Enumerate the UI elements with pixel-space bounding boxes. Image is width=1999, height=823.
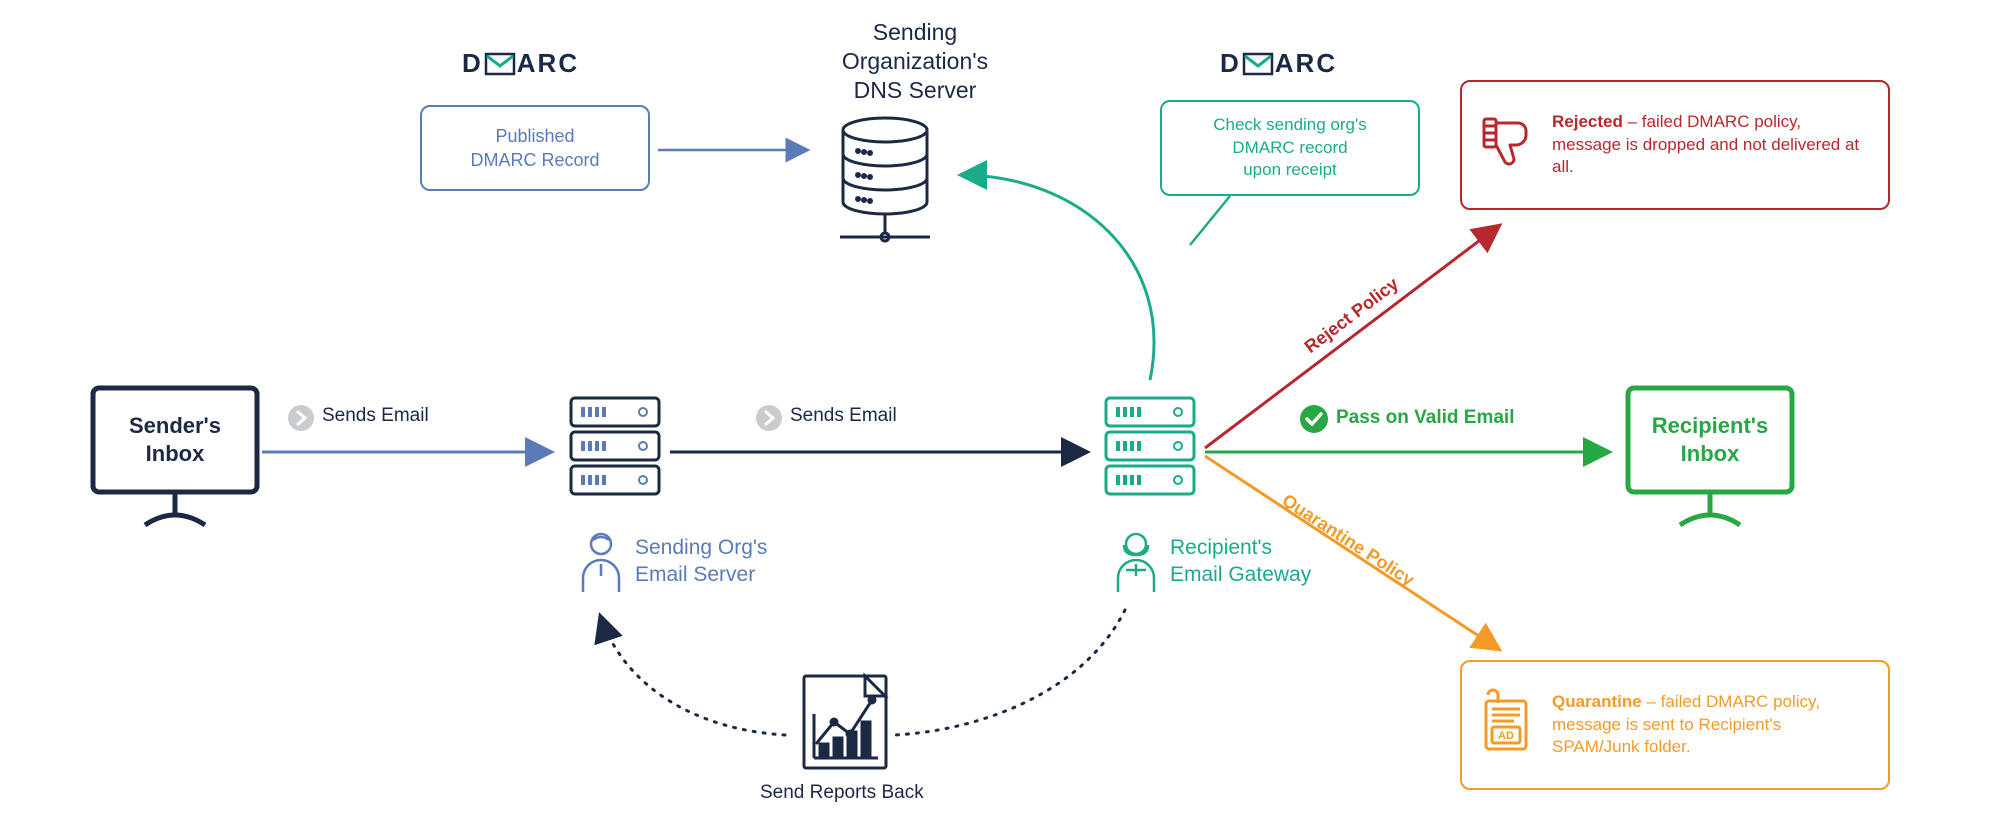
- dns-title: Sending Organization's DNS Server: [785, 18, 1045, 104]
- rejected-box: Rejected – failed DMARC policy, message …: [1460, 80, 1890, 210]
- svg-text:Inbox: Inbox: [1681, 441, 1740, 466]
- published-l2: DMARC Record: [436, 148, 634, 172]
- quarantine-text: Quarantine – failed DMARC policy, messag…: [1552, 691, 1870, 760]
- dmarc-d: D: [462, 48, 483, 79]
- database-icon: [830, 115, 940, 255]
- person-icon-recipient: [1110, 530, 1162, 599]
- rejected-text: Rejected – failed DMARC policy, message …: [1552, 111, 1870, 180]
- reports-label: Send Reports Back: [760, 782, 924, 804]
- svg-text:Inbox: Inbox: [146, 441, 205, 466]
- check-l2: DMARC record: [1176, 137, 1404, 160]
- rg-l2: Email Gateway: [1170, 561, 1311, 588]
- ss-l1: Sending Org's: [635, 534, 767, 561]
- dns-t2: Organization's: [785, 47, 1045, 76]
- dmarc-arc: ARC: [517, 48, 579, 79]
- sending-server-label: Sending Org's Email Server: [635, 534, 767, 589]
- svg-text:Recipient's: Recipient's: [1652, 413, 1769, 438]
- thumbs-down-icon: [1480, 113, 1538, 177]
- sends-email-1-label: Sends Email: [322, 405, 429, 427]
- check-dmarc-box: Check sending org's DMARC record upon re…: [1160, 100, 1420, 196]
- reports-chart-icon: [800, 672, 890, 777]
- ss-l2: Email Server: [635, 561, 767, 588]
- check-l1: Check sending org's: [1176, 114, 1404, 137]
- dmarc-d: D: [1220, 48, 1241, 79]
- recipient-monitor: Recipient's Inbox: [1625, 385, 1795, 525]
- edge-reject-label: Reject Policy: [1301, 274, 1403, 357]
- quarantine-title: Quarantine: [1552, 692, 1642, 711]
- spam-ad-icon: AD: [1480, 691, 1538, 759]
- published-dmarc-box: Published DMARC Record: [420, 105, 650, 191]
- rejected-title: Rejected: [1552, 112, 1623, 131]
- dmarc-logo-left: D ARC: [462, 48, 579, 79]
- dns-t1: Sending: [785, 18, 1045, 47]
- edge-gateway-to-dns: [960, 175, 1154, 380]
- edge-reports-left: [600, 615, 785, 735]
- dmarc-logo-right: D ARC: [1220, 48, 1337, 79]
- chevron-circle-icon: [756, 405, 782, 436]
- sending-server-icon: [565, 392, 665, 532]
- svg-text:AD: AD: [1498, 730, 1514, 742]
- check-circle-icon: [1300, 405, 1328, 438]
- rg-l1: Recipient's: [1170, 534, 1311, 561]
- envelope-icon: [1243, 53, 1273, 75]
- published-l1: Published: [436, 124, 634, 148]
- person-icon-sender: [575, 530, 627, 599]
- pass-label: Pass on Valid Email: [1336, 407, 1514, 429]
- recipient-gateway-icon: [1100, 392, 1200, 532]
- quarantine-box: AD Quarantine – failed DMARC policy, mes…: [1460, 660, 1890, 790]
- svg-text:Sender's: Sender's: [129, 413, 221, 438]
- recipient-gateway-label: Recipient's Email Gateway: [1170, 534, 1311, 589]
- edge-checkbox-stem: [1190, 196, 1230, 245]
- dmarc-arc: ARC: [1275, 48, 1337, 79]
- check-l3: upon receipt: [1176, 159, 1404, 182]
- sender-monitor: Sender's Inbox: [90, 385, 260, 525]
- dns-t3: DNS Server: [785, 76, 1045, 105]
- sends-email-2-label: Sends Email: [790, 405, 897, 427]
- edge-reports-right: [895, 610, 1125, 735]
- envelope-icon: [485, 53, 515, 75]
- chevron-circle-icon: [288, 405, 314, 436]
